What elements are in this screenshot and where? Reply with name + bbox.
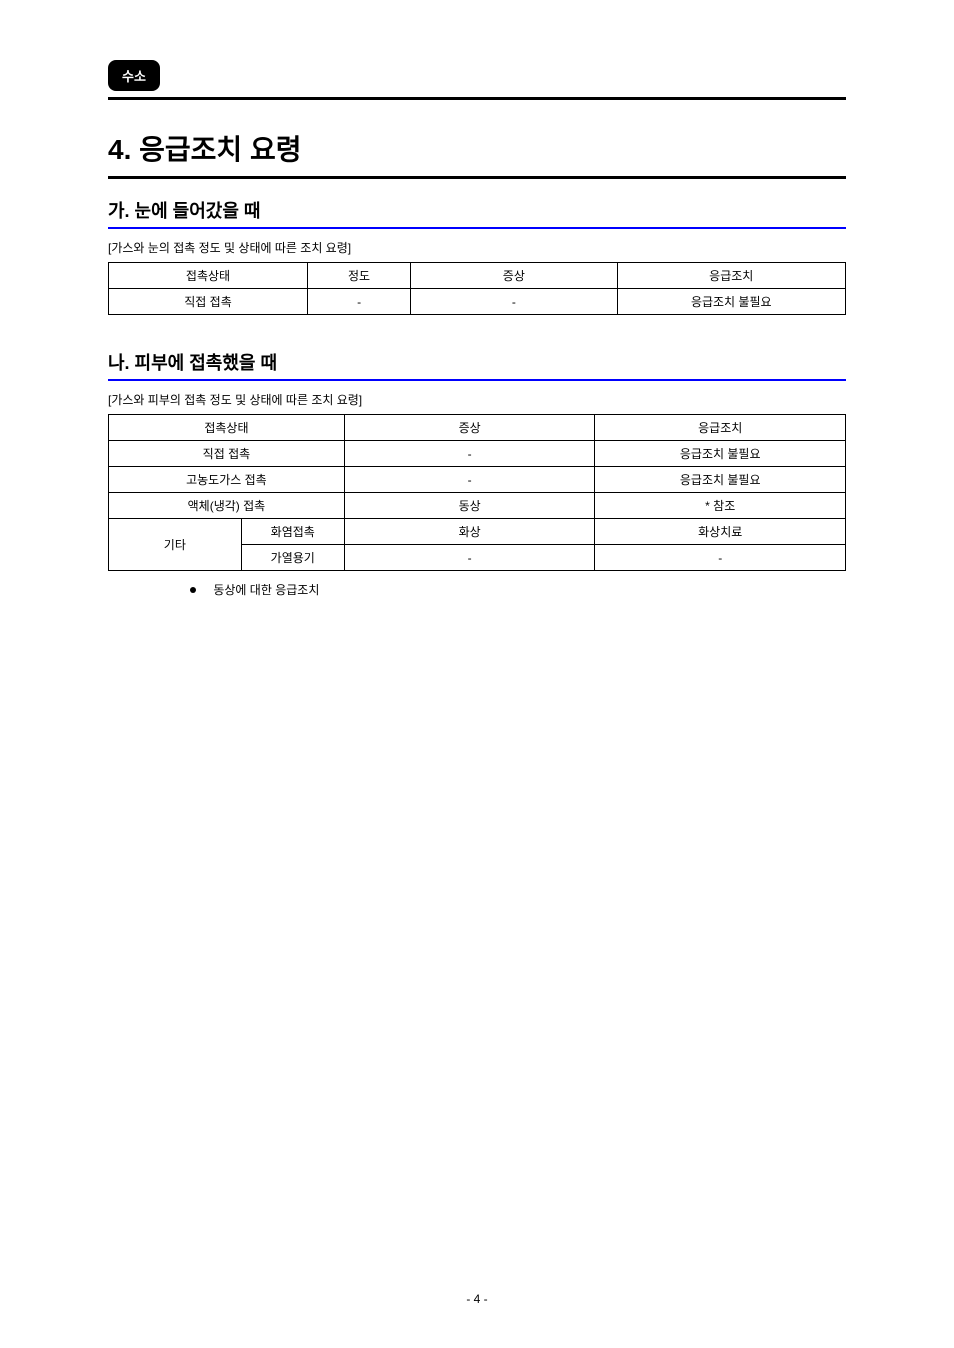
td: 응급조치 불필요 [617, 289, 845, 315]
blue-rule-2 [108, 379, 846, 381]
td: 응급조치 불필요 [595, 441, 846, 467]
td: 가열용기 [241, 545, 344, 571]
table-skin: 접촉상태 증상 응급조치 직접 접촉 - 응급조치 불필요 고농도가스 접촉 -… [108, 414, 846, 571]
bullet-icon [190, 587, 196, 593]
td: 응급조치 불필요 [595, 467, 846, 493]
td: - [344, 545, 595, 571]
table-row: 접촉상태 증상 응급조치 [109, 415, 846, 441]
td: - [411, 289, 617, 315]
th: 접촉상태 [109, 263, 308, 289]
th: 응급조치 [595, 415, 846, 441]
table-row: 직접 접촉 - - 응급조치 불필요 [109, 289, 846, 315]
th: 증상 [411, 263, 617, 289]
bullet-text: 동상에 대한 응급조치 [213, 583, 319, 597]
td: - [344, 441, 595, 467]
table-row: 액체(냉각) 접촉 동상 * 참조 [109, 493, 846, 519]
th: 증상 [344, 415, 595, 441]
blue-rule-1 [108, 227, 846, 229]
td: 동상 [344, 493, 595, 519]
section-rule [108, 176, 846, 179]
page-number: - 4 - [0, 1292, 954, 1306]
td: 화염접촉 [241, 519, 344, 545]
td: 화상 [344, 519, 595, 545]
td: 액체(냉각) 접촉 [109, 493, 345, 519]
bullet-item: 동상에 대한 응급조치 [108, 581, 846, 598]
sub1-note: [가스와 눈의 접촉 정도 및 상태에 따른 조치 요령] [108, 239, 846, 256]
subheading-eyes: 가. 눈에 들어갔을 때 [108, 197, 846, 223]
td: 기타 [109, 519, 242, 571]
td: 고농도가스 접촉 [109, 467, 345, 493]
th: 접촉상태 [109, 415, 345, 441]
subheading-skin: 나. 피부에 접촉했을 때 [108, 349, 846, 375]
th: 정도 [307, 263, 410, 289]
th: 응급조치 [617, 263, 845, 289]
td: * 참조 [595, 493, 846, 519]
td: - [595, 545, 846, 571]
page-root: 수소 4. 응급조치 요령 가. 눈에 들어갔을 때 [가스와 눈의 접촉 정도… [0, 0, 954, 638]
top-rule [108, 97, 846, 100]
category-badge: 수소 [108, 60, 160, 91]
sub2-note: [가스와 피부의 접촉 정도 및 상태에 따른 조치 요령] [108, 391, 846, 408]
td: 화상치료 [595, 519, 846, 545]
section-heading: 4. 응급조치 요령 [108, 128, 846, 168]
table-row: 고농도가스 접촉 - 응급조치 불필요 [109, 467, 846, 493]
table-eyes: 접촉상태 정도 증상 응급조치 직접 접촉 - - 응급조치 불필요 [108, 262, 846, 315]
td: 직접 접촉 [109, 289, 308, 315]
table-row: 접촉상태 정도 증상 응급조치 [109, 263, 846, 289]
td: 직접 접촉 [109, 441, 345, 467]
table-row: 직접 접촉 - 응급조치 불필요 [109, 441, 846, 467]
section-title: 응급조치 요령 [139, 134, 301, 165]
section-number: 4. [108, 134, 131, 165]
table-row: 기타 화염접촉 화상 화상치료 [109, 519, 846, 545]
td: - [344, 467, 595, 493]
td: - [307, 289, 410, 315]
